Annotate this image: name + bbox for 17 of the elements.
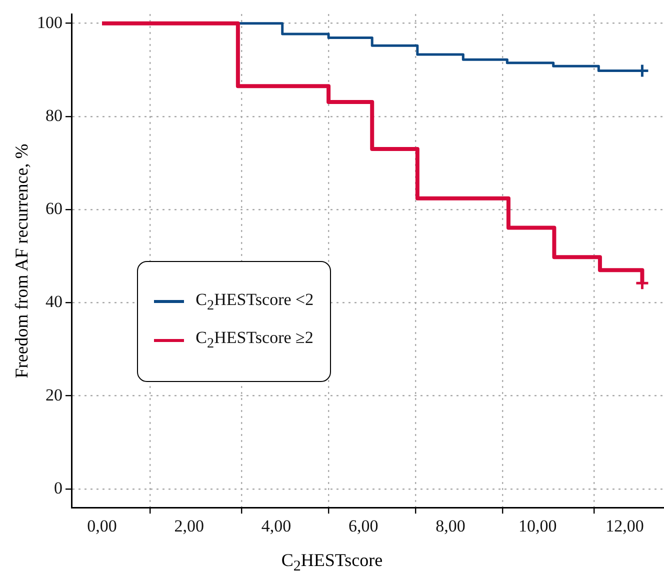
x-tick-label: 2,00: [174, 516, 204, 536]
legend-label: C$_{2}$HESTscore <2: [196, 290, 314, 314]
y-axis-title: Freedom from AF recurrence, %: [12, 144, 32, 378]
y-tick-label: 60: [46, 199, 62, 218]
y-tick-label: 100: [37, 12, 62, 32]
x-tick-label: 0,00: [87, 516, 117, 536]
x-tick-label: 12,00: [606, 516, 644, 536]
x-tick-label: 10,00: [518, 516, 557, 536]
x-tick-label: 8,00: [436, 516, 466, 536]
y-tick-label: 0: [54, 478, 62, 498]
y-tick-label: 20: [46, 385, 62, 404]
legend-label: C$_{2}$HESTscore ≥2: [196, 328, 314, 353]
x-tick-label: 6,00: [348, 516, 378, 536]
x-tick-label: 4,00: [261, 516, 292, 536]
x-axis-title: C$_{2}$HESTscore: [280, 550, 384, 576]
y-tick-label: 40: [46, 292, 62, 312]
y-tick-label: 80: [46, 106, 62, 125]
